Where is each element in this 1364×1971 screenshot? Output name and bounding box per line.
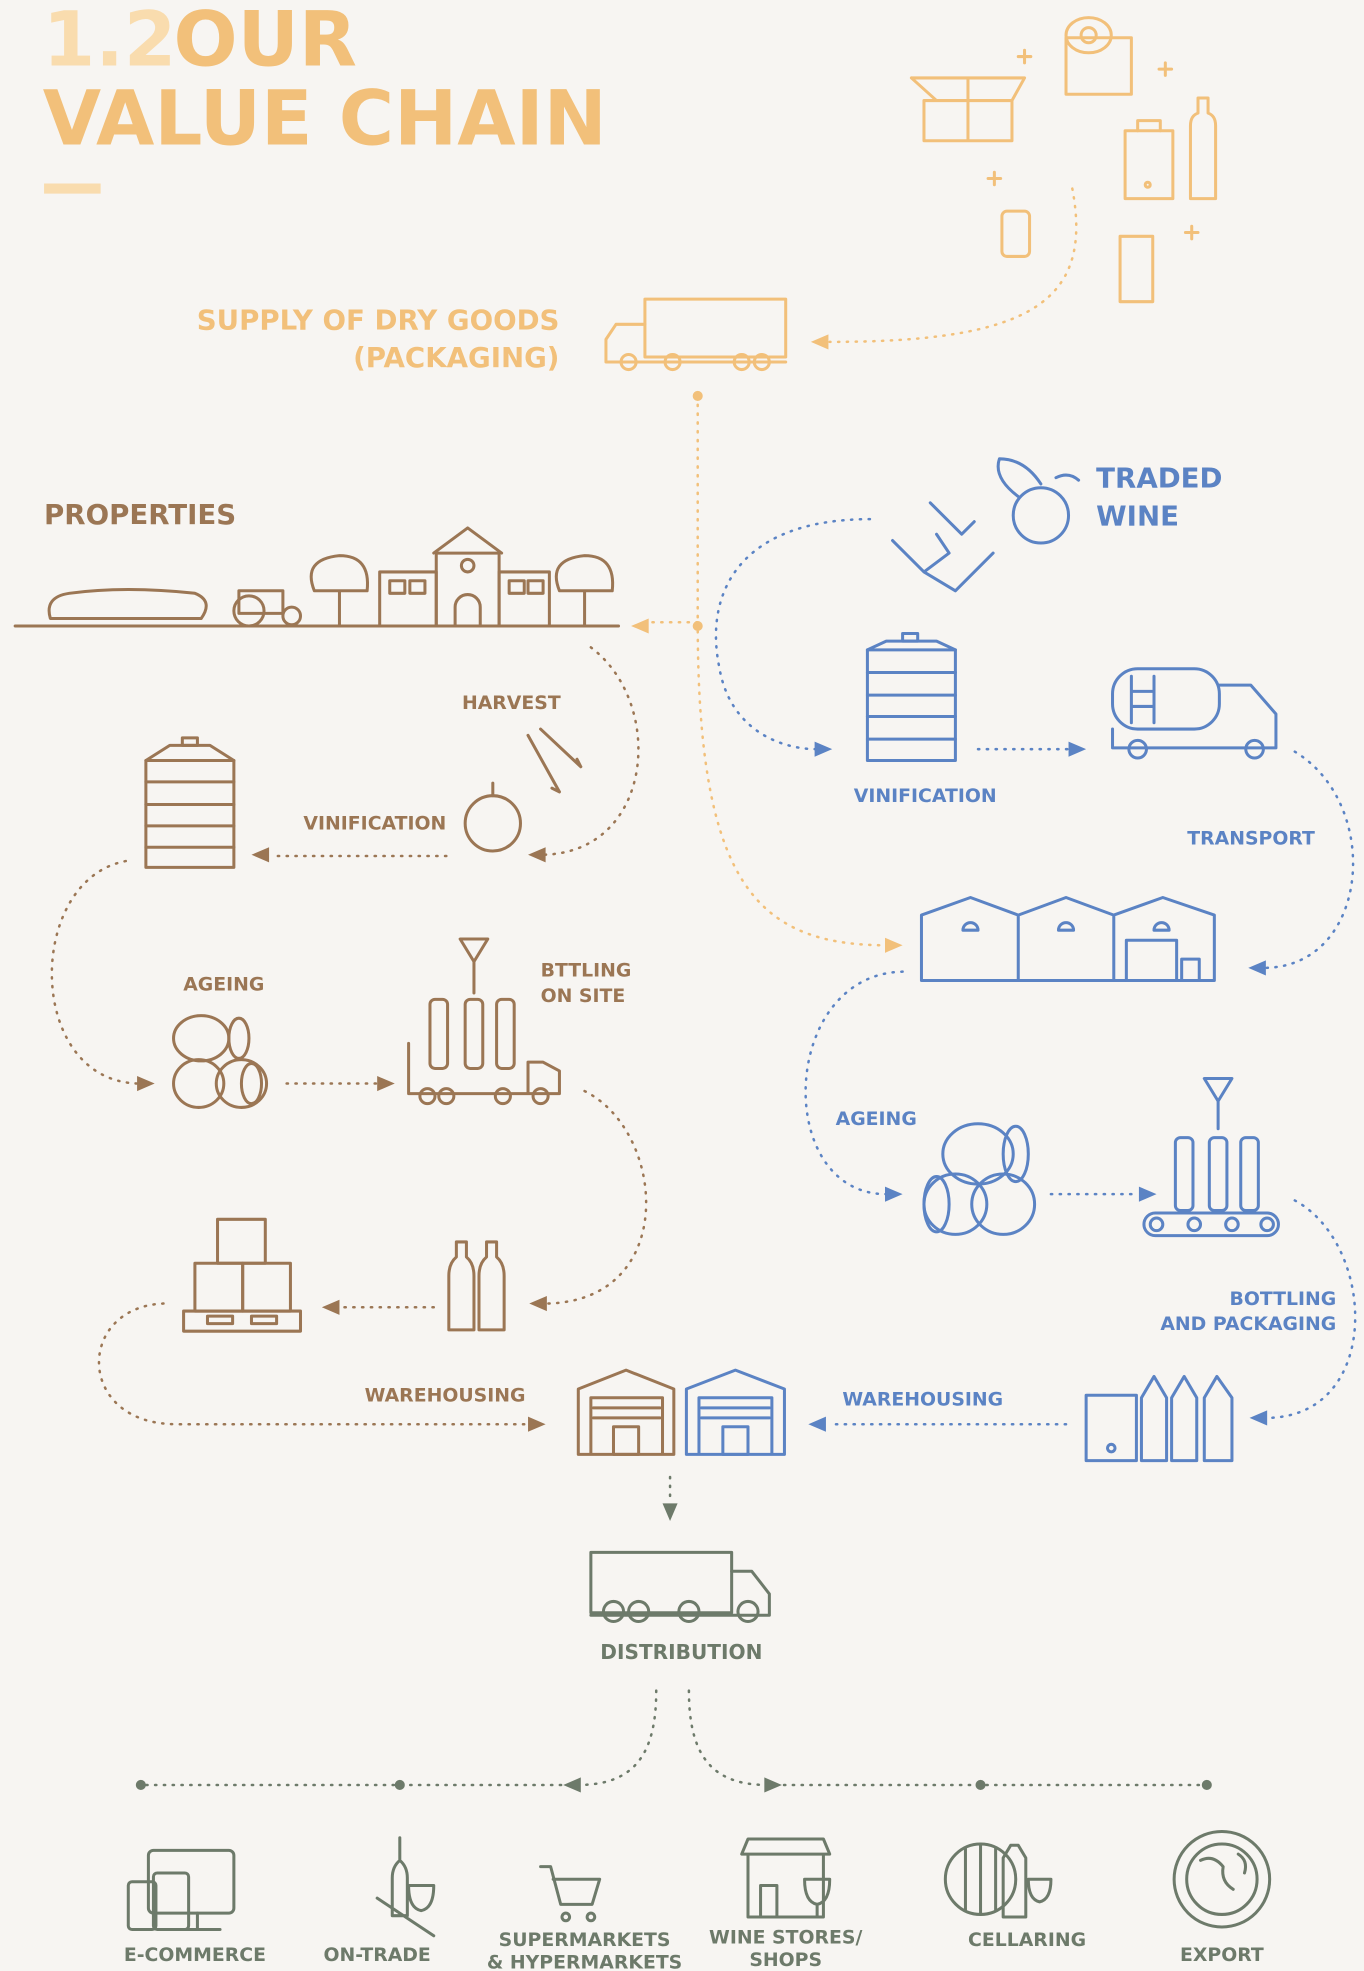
step-label: WAREHOUSING (365, 1386, 526, 1407)
channel-dots-part (1202, 1780, 1212, 1790)
channel-label: WINE STORES/ (709, 1927, 862, 1948)
channel-dots-part (976, 1780, 986, 1790)
channel-label: & HYPERMARKETS (487, 1952, 682, 1971)
supply-label: SUPPLY OF DRY GOODS (197, 303, 560, 336)
title-number: 1.2 (43, 0, 177, 83)
step-label: WAREHOUSING (842, 1389, 1003, 1410)
traded-wine-title: TRADED (1096, 462, 1222, 495)
value-chain-diagram: 1.2 OUR VALUE CHAIN SUPPLY OF DRY GOODS … (0, 0, 1364, 1971)
step-label: BTTLING (541, 961, 632, 982)
channel-dots-part (395, 1780, 405, 1790)
step-label: AGEING (836, 1109, 917, 1130)
page: {"header":{"number":"1.2","line1":"OUR",… (0, 0, 1364, 1971)
channel-label: SUPERMARKETS (499, 1930, 671, 1951)
channel-label: CELLARING (968, 1930, 1086, 1951)
step-label: VINIFICATION (303, 814, 446, 835)
channel-label: EXPORT (1180, 1945, 1264, 1966)
supply-label: (PACKAGING) (353, 341, 559, 374)
title-line: OUR (174, 0, 357, 83)
step-label: TRANSPORT (1187, 829, 1315, 850)
properties-title: PROPERTIES (44, 498, 236, 531)
traded-wine-title: WINE (1096, 499, 1179, 532)
step-label: AGEING (183, 975, 264, 996)
channel-label: SHOPS (749, 1950, 822, 1971)
dot (693, 621, 703, 631)
channel-label: E-COMMERCE (124, 1945, 266, 1966)
step-label: AND PACKAGING (1160, 1314, 1336, 1335)
channel-label: ON-TRADE (324, 1945, 431, 1966)
distribution-label: DISTRIBUTION (600, 1640, 762, 1664)
channel-dots-part (136, 1780, 146, 1790)
step-label: VINIFICATION (854, 786, 997, 807)
dot (693, 391, 703, 401)
step-label: HARVEST (462, 693, 561, 714)
step-label: ON SITE (541, 986, 626, 1007)
title-line: VALUE CHAIN (43, 75, 607, 163)
step-label: BOTTLING (1229, 1289, 1336, 1310)
